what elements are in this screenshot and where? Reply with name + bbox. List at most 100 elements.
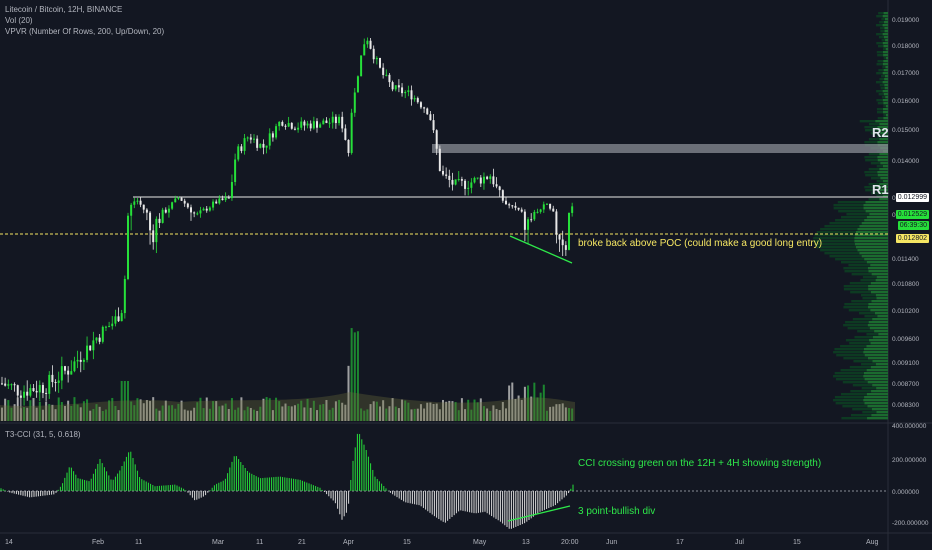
- candle-body: [155, 218, 158, 243]
- volume-bar: [199, 397, 202, 421]
- vpvr-bar-down: [834, 348, 864, 351]
- volume-bar: [70, 405, 73, 421]
- vpvr-bar-down: [852, 318, 873, 321]
- candle-body: [133, 201, 136, 205]
- candle-body: [379, 57, 381, 68]
- candle-body: [356, 76, 359, 93]
- vpvr-bar-up: [861, 255, 888, 258]
- vpvr-bar-down: [816, 231, 856, 234]
- volume-bar: [171, 405, 174, 421]
- vpvr-bar-down: [878, 12, 884, 15]
- volume-bar: [306, 398, 309, 421]
- volume-bar: [401, 399, 404, 421]
- countdown-tag: 06:39:30: [897, 221, 929, 230]
- volume-bar: [511, 382, 514, 421]
- vpvr-bar-down: [840, 216, 867, 219]
- volume-bar: [89, 410, 92, 421]
- volume-bar: [571, 408, 574, 421]
- candle-body: [246, 137, 249, 139]
- vpvr-bar-down: [868, 168, 880, 171]
- volume-bar: [35, 407, 38, 421]
- volume-bar: [108, 400, 111, 421]
- vpvr-bar-up: [885, 114, 888, 117]
- candle-body: [514, 205, 517, 208]
- candle-body: [1, 383, 3, 385]
- volume-bar: [23, 407, 26, 421]
- vpvr-bar-up: [867, 306, 888, 309]
- candle-body: [312, 121, 315, 129]
- cci-legend[interactable]: T3-CCI (31, 5, 0.618): [5, 430, 81, 439]
- vpvr-bar-up: [885, 96, 888, 99]
- vpvr-legend[interactable]: VPVR (Number Of Rows, 200, Up/Down, 20): [5, 27, 165, 36]
- candle-body: [186, 203, 189, 208]
- vpvr-bar-up: [882, 51, 888, 54]
- volume-bar: [319, 404, 322, 421]
- volume-bar: [479, 398, 482, 421]
- candle-body: [536, 211, 539, 213]
- volume-bar: [82, 401, 85, 421]
- candle-body: [13, 384, 16, 386]
- volume-bar: [111, 397, 114, 421]
- volume-bar: [237, 407, 240, 421]
- volume-legend[interactable]: Vol (20): [5, 16, 33, 25]
- vpvr-bar-down: [864, 156, 878, 159]
- vpvr-bar-up: [882, 15, 888, 18]
- vpvr-bar-down: [876, 90, 883, 93]
- symbol-legend[interactable]: Litecoin / Bitcoin, 12H, BINANCE: [5, 5, 123, 14]
- vpvr-bar-down: [868, 183, 880, 186]
- vpvr-bar-up: [870, 309, 888, 312]
- volume-bar: [177, 403, 180, 421]
- r2-label: R2: [872, 125, 889, 140]
- volume-bar: [271, 410, 274, 421]
- vpvr-bar-down: [833, 204, 864, 207]
- volume-bar: [287, 406, 290, 421]
- vpvr-bar-down: [876, 111, 884, 114]
- candle-body: [325, 120, 328, 123]
- volume-bar: [123, 381, 126, 421]
- vpvr-bar-up: [868, 288, 888, 291]
- volume-bar: [67, 400, 70, 421]
- vpvr-bar-down: [834, 396, 865, 399]
- vpvr-bar-down: [848, 264, 871, 267]
- vpvr-bar-up: [885, 48, 888, 51]
- candle-body: [123, 279, 126, 314]
- candle-body: [224, 197, 227, 201]
- vpvr-bar-down: [824, 252, 860, 255]
- time-axis-tick: Aug: [866, 539, 879, 546]
- volume-bar: [397, 408, 400, 421]
- candle-body: [265, 145, 268, 148]
- candle-body: [363, 44, 366, 56]
- candle-body: [467, 187, 470, 189]
- vpvr-bar-down: [877, 45, 884, 48]
- volume-bar: [145, 400, 148, 421]
- candle-body: [45, 392, 48, 394]
- vpvr-bar-down: [876, 108, 884, 111]
- vpvr-bar-down: [843, 288, 869, 291]
- vpvr-bar-down: [843, 267, 868, 270]
- candle-body: [457, 179, 460, 181]
- vpvr-bar-down: [843, 306, 868, 309]
- volume-bar: [549, 406, 552, 421]
- time-axis-tick: May: [473, 539, 487, 546]
- vpvr-bar-down: [864, 315, 878, 318]
- volume-bar: [388, 406, 391, 421]
- volume-bar: [536, 397, 539, 421]
- vpvr-bar-down: [864, 126, 878, 129]
- vpvr-bar-down: [868, 198, 880, 201]
- volume-bar: [13, 404, 16, 421]
- volume-bar: [16, 397, 19, 421]
- vpvr-bar-down: [854, 336, 873, 339]
- candle-body: [230, 182, 233, 199]
- vpvr-bar-up: [882, 165, 888, 168]
- candle-body: [67, 370, 70, 375]
- volume-bar: [486, 408, 489, 421]
- candle-body: [366, 40, 369, 45]
- volume-bar: [218, 406, 221, 421]
- volume-bar: [498, 410, 501, 421]
- vpvr-bar-down: [881, 75, 885, 78]
- volume-bar: [460, 398, 463, 421]
- candle-body: [394, 85, 397, 90]
- volume-bar: [136, 398, 139, 421]
- vpvr-bar-up: [864, 219, 888, 222]
